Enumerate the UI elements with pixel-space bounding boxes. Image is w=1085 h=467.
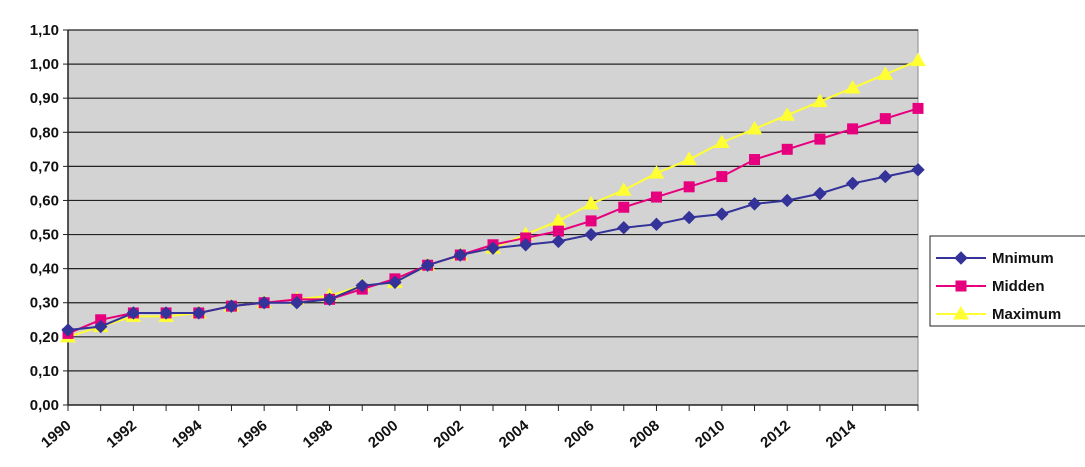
x-tick-label: 1992 (103, 417, 139, 451)
x-tick-label: 2008 (627, 417, 663, 451)
y-tick-label: 1,10 (30, 22, 59, 39)
data-point (388, 275, 402, 289)
data-point (355, 278, 369, 293)
data-point (953, 306, 969, 320)
data-point (159, 306, 173, 320)
data-point (844, 79, 861, 94)
data-point (486, 241, 500, 255)
data-point (420, 258, 435, 272)
data-point (780, 193, 794, 208)
y-tick-label: 0,70 (30, 158, 59, 175)
x-tick-label: 1998 (300, 417, 336, 451)
data-point (126, 306, 141, 320)
legend-label: Maximum (992, 306, 1061, 323)
data-point (747, 197, 762, 211)
data-point (648, 165, 665, 179)
data-point (617, 221, 631, 235)
data-point (877, 66, 894, 80)
data-point (781, 143, 793, 155)
data-point (912, 102, 924, 114)
x-tick-label: 2014 (823, 417, 860, 452)
y-tick-label: 0,00 (30, 397, 59, 414)
data-point (749, 154, 761, 166)
x-tick-label: 2002 (430, 417, 466, 451)
y-tick-label: 0,40 (30, 261, 59, 278)
data-point (618, 201, 630, 213)
data-point (551, 234, 566, 249)
data-point (518, 238, 533, 252)
data-point (779, 107, 796, 121)
data-point (257, 296, 271, 310)
x-tick-label: 2010 (692, 417, 728, 451)
data-point (585, 215, 597, 227)
y-tick-label: 1,00 (30, 56, 59, 73)
data-point (192, 306, 206, 320)
data-point (615, 182, 632, 196)
data-point (649, 217, 664, 232)
y-tick-label: 0,80 (30, 124, 59, 141)
data-point (322, 292, 337, 307)
data-point (682, 210, 696, 225)
series-mnimum (61, 163, 925, 337)
legend-label: Mnimum (992, 250, 1054, 267)
y-tick-label: 0,60 (30, 192, 59, 209)
data-point (847, 123, 859, 135)
data-point (681, 151, 698, 166)
x-tick-label: 1994 (169, 417, 206, 452)
data-point (812, 93, 828, 108)
legend: Mnimum Midden Maximum (929, 235, 1085, 327)
x-tick-label: 1996 (234, 417, 270, 451)
data-point (683, 181, 695, 193)
data-point (290, 296, 304, 310)
data-point (61, 323, 75, 337)
data-point (224, 299, 239, 313)
data-point (814, 133, 826, 145)
x-tick-label: 2004 (496, 417, 533, 452)
data-point (583, 195, 599, 210)
data-point (716, 171, 728, 183)
data-point (954, 251, 968, 265)
data-point (746, 120, 763, 135)
x-tick-label: 2000 (365, 417, 401, 451)
data-point (93, 319, 108, 334)
data-point (713, 134, 730, 148)
data-point (715, 207, 729, 221)
y-tick-label: 0,20 (30, 329, 59, 346)
y-tick-label: 0,90 (30, 90, 59, 107)
data-point (453, 248, 468, 262)
data-point (584, 227, 598, 242)
data-point (910, 52, 926, 67)
data-point (879, 113, 891, 125)
y-tick-label: 0,50 (30, 227, 59, 244)
data-point (813, 186, 827, 201)
data-point (650, 191, 662, 203)
y-tick-label: 0,30 (30, 295, 59, 312)
data-point (911, 163, 925, 177)
y-tick-label: 0,10 (30, 363, 59, 380)
data-point (552, 225, 564, 237)
legend-label: Midden (992, 278, 1045, 295)
data-point (955, 280, 967, 292)
x-tick-label: 2012 (757, 417, 793, 451)
data-point (845, 176, 860, 191)
plot-area (67, 29, 919, 406)
data-point (878, 169, 893, 184)
x-tick-label: 2006 (561, 417, 597, 451)
x-tick-label: 1990 (38, 417, 74, 451)
